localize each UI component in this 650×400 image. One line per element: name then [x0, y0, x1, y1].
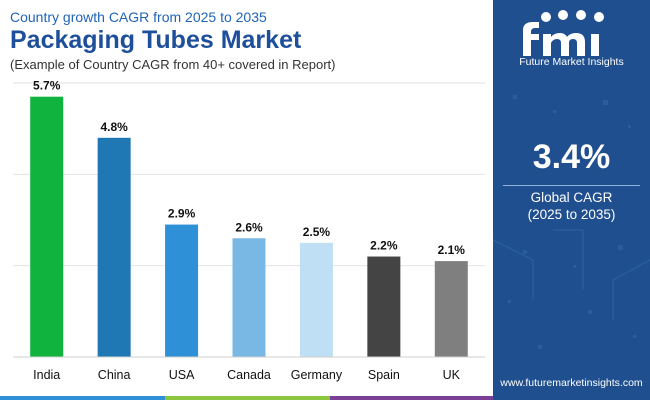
value-label-germany: 2.5%	[303, 225, 331, 239]
chart-note: (Example of Country CAGR from 40+ covere…	[10, 57, 336, 72]
footer-bar-green	[165, 396, 330, 400]
value-label-usa: 2.9%	[168, 207, 196, 221]
value-label-india: 5.7%	[33, 79, 61, 93]
bar-india	[30, 96, 64, 357]
fmi-logo	[523, 10, 604, 56]
background-pattern	[493, 95, 650, 349]
value-label-uk: 2.1%	[438, 243, 466, 257]
chart-title: Packaging Tubes Market	[10, 26, 302, 54]
global-cagr-label: Global CAGR	[530, 190, 613, 205]
category-label-germany: Germany	[291, 368, 343, 382]
info-panel: Future Market Insights 3.4% Global CAGR …	[493, 0, 650, 400]
bar-chart: 5.7% 4.8% 2.9% 2.6% 2.5% 2.2% 2.1% India China U…	[13, 79, 485, 382]
category-label-usa: USA	[169, 368, 195, 382]
value-label-china: 4.8%	[100, 120, 128, 134]
logo-text: Future Market Insights	[519, 56, 624, 68]
global-cagr-value: 3.4%	[532, 138, 611, 176]
global-cagr-period: (2025 to 2035)	[527, 207, 616, 222]
bar-germany	[299, 242, 333, 357]
bar-canada	[232, 238, 266, 357]
website-link[interactable]: www.futuremarketinsights.com	[500, 377, 643, 389]
category-label-india: India	[33, 368, 60, 382]
bar-uk	[434, 261, 468, 357]
footer-bar-purple	[330, 396, 493, 400]
bar-china	[97, 137, 131, 357]
value-label-spain: 2.2%	[370, 239, 398, 253]
value-labels: 5.7% 4.8% 2.9% 2.6% 2.5% 2.2% 2.1%	[33, 79, 465, 257]
category-label-canada: Canada	[227, 368, 271, 382]
chart-subtitle: Country growth CAGR from 2025 to 2035	[10, 9, 267, 25]
category-label-spain: Spain	[368, 368, 400, 382]
bar-usa	[165, 224, 199, 357]
value-label-canada: 2.6%	[235, 220, 263, 234]
category-label-china: China	[98, 368, 131, 382]
footer-bar-blue	[0, 396, 165, 400]
bars	[30, 96, 468, 357]
category-labels: India China USA Canada Germany Spain UK	[33, 368, 460, 382]
bar-spain	[367, 256, 401, 357]
category-label-uk: UK	[443, 368, 461, 382]
divider	[503, 185, 640, 186]
